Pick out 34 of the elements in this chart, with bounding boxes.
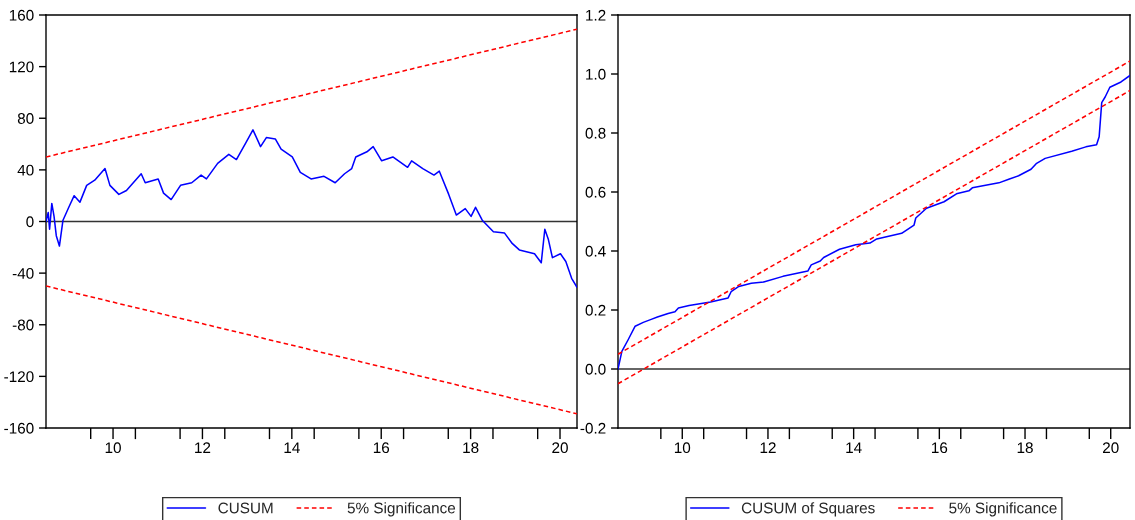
x-tick-label: 10 bbox=[105, 442, 121, 454]
x-tick-label: 18 bbox=[463, 442, 479, 454]
x-tick-label: 14 bbox=[284, 442, 300, 453]
x-tick-label: 20 bbox=[1102, 442, 1119, 454]
legend-label: CUSUM bbox=[218, 502, 273, 514]
y-tick-label: -40 bbox=[12, 267, 34, 279]
legend-label: CUSUM of Squares bbox=[741, 502, 875, 517]
y-tick-label: 0.8 bbox=[585, 127, 606, 139]
y-tick-label: 1.0 bbox=[586, 68, 606, 80]
y-tick-label: 80 bbox=[17, 113, 34, 124]
y-tick-label: 0.2 bbox=[585, 304, 606, 316]
y-tick-label: 120 bbox=[9, 61, 34, 73]
x-tick-label: 12 bbox=[195, 442, 211, 453]
y-tick-label: 0 bbox=[26, 216, 34, 228]
y-tick-label: -0.2 bbox=[580, 422, 606, 434]
line-series bbox=[46, 129, 577, 289]
y-tick-label: -160 bbox=[4, 422, 34, 434]
y-tick-label: 0.0 bbox=[585, 363, 606, 375]
y-tick-label: 0.6 bbox=[585, 186, 606, 198]
legend-label: 5% Significance bbox=[949, 502, 1057, 517]
x-tick-label: 14 bbox=[846, 442, 862, 453]
y-tick-label: -80 bbox=[12, 319, 34, 331]
y-tick-label: 40 bbox=[17, 164, 34, 176]
y-tick-label: 1.2 bbox=[586, 9, 606, 21]
x-tick-label: 16 bbox=[373, 442, 390, 454]
x-tick-label: 12 bbox=[760, 442, 776, 453]
y-tick-label: 160 bbox=[9, 9, 34, 21]
x-tick-label: 18 bbox=[1017, 442, 1033, 454]
x-tick-label: 10 bbox=[674, 442, 691, 454]
x-tick-label: 20 bbox=[552, 442, 568, 454]
y-tick-label: 0.4 bbox=[585, 245, 606, 257]
y-tick-label: -120 bbox=[4, 371, 34, 383]
legend-label: 5% Significance bbox=[347, 502, 456, 517]
x-tick-label: 16 bbox=[932, 442, 948, 454]
